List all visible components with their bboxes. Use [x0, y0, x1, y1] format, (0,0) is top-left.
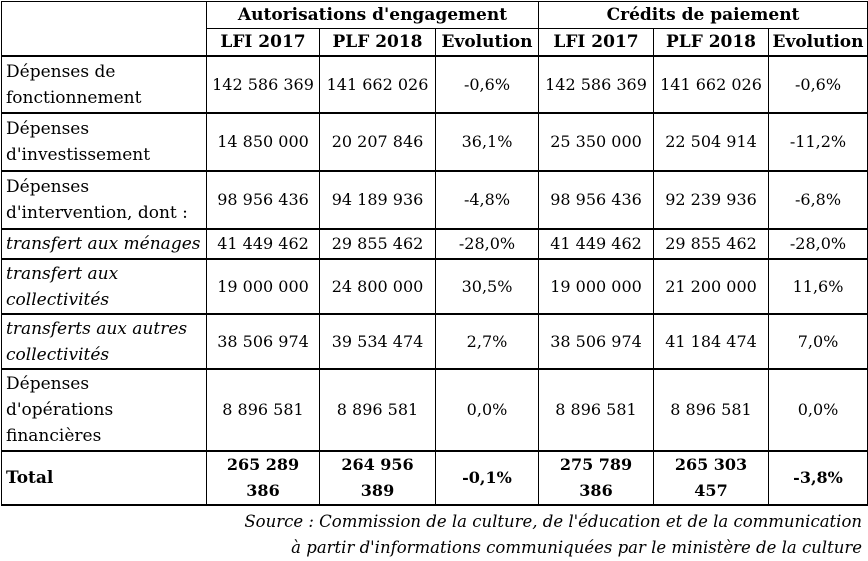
table-cell: 7,0% [767, 313, 868, 370]
source-note: Source : Commission de la culture, de l'… [0, 509, 866, 561]
table-cell: 11,6% [767, 258, 868, 315]
table-cell: 8 896 581 [653, 368, 769, 452]
table-cell: 141 662 026 [319, 55, 436, 114]
row-label: Dépenses de fonctionnement [1, 55, 207, 114]
header-sub-row: LFI 2017 PLF 2018 Evolution LFI 2017 PLF… [1, 28, 868, 57]
table-cell: -0,6% [435, 55, 539, 114]
table-row-fonctionnement: Dépenses de fonctionnement 142 586 369 1… [1, 55, 868, 114]
table-cell: 29 855 462 [653, 228, 769, 260]
table-cell: 22 504 914 [653, 112, 769, 172]
table-cell: 2,7% [435, 313, 539, 370]
table-cell: 41 449 462 [206, 228, 320, 260]
table-cell: 0,0% [767, 368, 868, 452]
table-cell: 19 000 000 [538, 258, 654, 315]
table-cell: 92 239 936 [653, 170, 769, 230]
table-cell: 41 449 462 [538, 228, 654, 260]
table-cell: 38 506 974 [206, 313, 320, 370]
table-cell: 94 189 936 [319, 170, 436, 230]
table-cell: 8 896 581 [538, 368, 654, 452]
table-row-transfert-collectivites: transfert aux collectivités 19 000 000 2… [1, 258, 868, 315]
row-label: Dépenses d'investissement [1, 112, 207, 172]
table-cell: 14 850 000 [206, 112, 320, 172]
col-header-lfi2017-ae: LFI 2017 [206, 28, 320, 57]
table-cell: 24 800 000 [319, 258, 436, 315]
table-cell: 8 896 581 [206, 368, 320, 452]
table-cell: -4,8% [435, 170, 539, 230]
col-group-credits: Crédits de paiement [537, 1, 868, 29]
table-cell: -6,8% [767, 170, 868, 230]
table-cell: 265 289 386 [206, 450, 320, 506]
table-cell: 98 956 436 [538, 170, 654, 230]
source-note-line1: Source : Commission de la culture, de l'… [244, 512, 862, 531]
col-header-plf2018-ae: PLF 2018 [319, 28, 436, 57]
table-cell: 98 956 436 [206, 170, 320, 230]
table-cell: 29 855 462 [319, 228, 436, 260]
row-label-total: Total [1, 450, 207, 506]
table-cell: 265 303 457 [653, 450, 769, 506]
row-label: transfert aux ménages [1, 228, 207, 260]
table-cell: 38 506 974 [538, 313, 654, 370]
table-cell: 8 896 581 [319, 368, 436, 452]
table-cell: 20 207 846 [319, 112, 436, 172]
table-cell: 36,1% [435, 112, 539, 172]
budget-table: Autorisations d'engagement Crédits de pa… [1, 1, 868, 506]
col-header-evolution-cp: Evolution [767, 28, 868, 57]
table-cell: 142 586 369 [538, 55, 654, 114]
table-cell: 264 956 389 [319, 450, 436, 506]
table-row-investissement: Dépenses d'investissement 14 850 000 20 … [1, 112, 868, 172]
table-cell: 41 184 474 [653, 313, 769, 370]
table-cell: 275 789 386 [538, 450, 654, 506]
table-cell: -0,6% [767, 55, 868, 114]
table-row-intervention: Dépenses d'intervention, dont : 98 956 4… [1, 170, 868, 230]
col-header-lfi2017-cp: LFI 2017 [538, 28, 654, 57]
source-note-line2: à partir d'informations communiquées par… [291, 538, 862, 557]
table-row-total: Total 265 289 386 264 956 389 -0,1% 275 … [1, 450, 868, 506]
table-cell: 0,0% [435, 368, 539, 452]
row-label: transfert aux collectivités [1, 258, 207, 315]
col-group-autorisations: Autorisations d'engagement [206, 1, 539, 29]
row-label: transferts aux autres collectivités [1, 313, 207, 370]
table-row-transferts-autres-collectivites: transferts aux autres collectivités 38 5… [1, 313, 868, 370]
table-cell: -11,2% [767, 112, 868, 172]
table-cell: 21 200 000 [653, 258, 769, 315]
table-cell: 25 350 000 [538, 112, 654, 172]
col-header-evolution-ae: Evolution [435, 28, 539, 57]
table-cell: -28,0% [767, 228, 868, 260]
table-cell: 30,5% [435, 258, 539, 315]
table-cell: 19 000 000 [206, 258, 320, 315]
table-row-transfert-menages: transfert aux ménages 41 449 462 29 855 … [1, 228, 868, 260]
col-header-plf2018-cp: PLF 2018 [653, 28, 769, 57]
row-label: Dépenses d'intervention, dont : [1, 170, 207, 230]
table-cell: 141 662 026 [653, 55, 769, 114]
row-label: Dépenses d'opérations financières [1, 368, 207, 452]
table-row-operations-financieres: Dépenses d'opérations financières 8 896 … [1, 368, 868, 452]
table-cell: -0,1% [435, 450, 539, 506]
table-cell: -3,8% [767, 450, 868, 506]
table-cell: 39 534 474 [319, 313, 436, 370]
header-group-row: Autorisations d'engagement Crédits de pa… [1, 1, 868, 57]
table-cell: -28,0% [435, 228, 539, 260]
corner-cell [1, 1, 207, 57]
table-cell: 142 586 369 [206, 55, 320, 114]
